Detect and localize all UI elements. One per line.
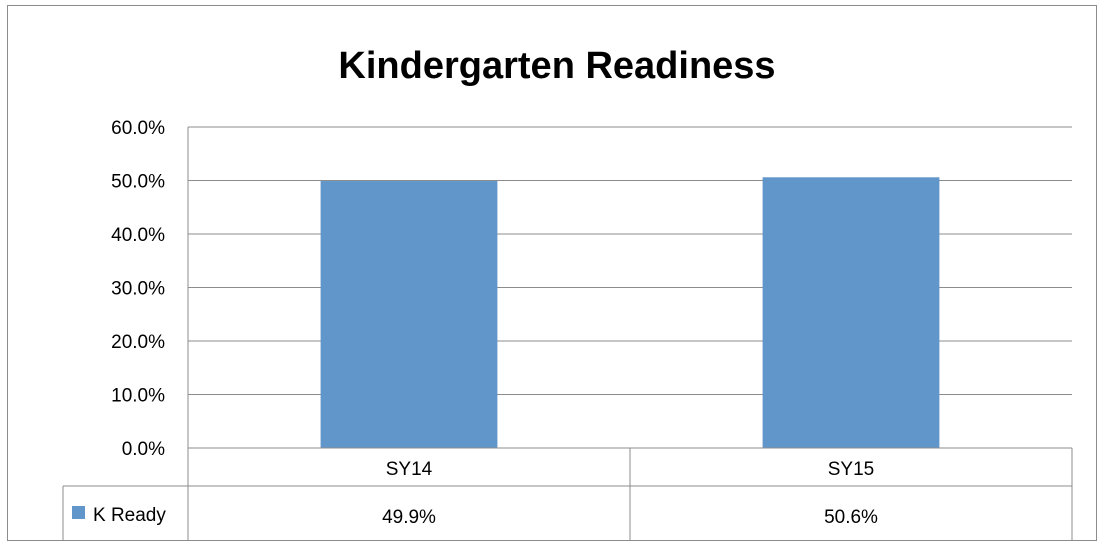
data-label: 49.9% [382, 507, 436, 528]
y-tick-label: 40.0% [111, 225, 165, 246]
data-table: SY14 49.9% SY15 50.6% K Ready [62, 447, 1073, 540]
y-tick-label: 20.0% [111, 332, 165, 353]
y-tick-label: 10.0% [111, 386, 165, 407]
legend-swatch [72, 506, 85, 519]
axis-layer: 0.0% 10.0% 20.0% 30.0% 40.0% 50.0% 60.0% [111, 118, 189, 540]
x-category-label: SY15 [828, 459, 874, 480]
chart-title: Kindergarten Readiness [338, 45, 775, 87]
bars-layer [320, 177, 940, 449]
y-tick-label: 0.0% [122, 439, 165, 460]
bar-sy14 [320, 181, 498, 448]
data-label: 50.6% [824, 507, 878, 528]
x-category-label: SY14 [386, 459, 433, 480]
legend-label: K Ready [93, 505, 166, 526]
bar-sy15 [762, 177, 940, 449]
y-tick-label: 60.0% [111, 118, 165, 139]
y-tick-label: 30.0% [111, 279, 165, 300]
y-tick-label: 50.0% [111, 172, 165, 193]
